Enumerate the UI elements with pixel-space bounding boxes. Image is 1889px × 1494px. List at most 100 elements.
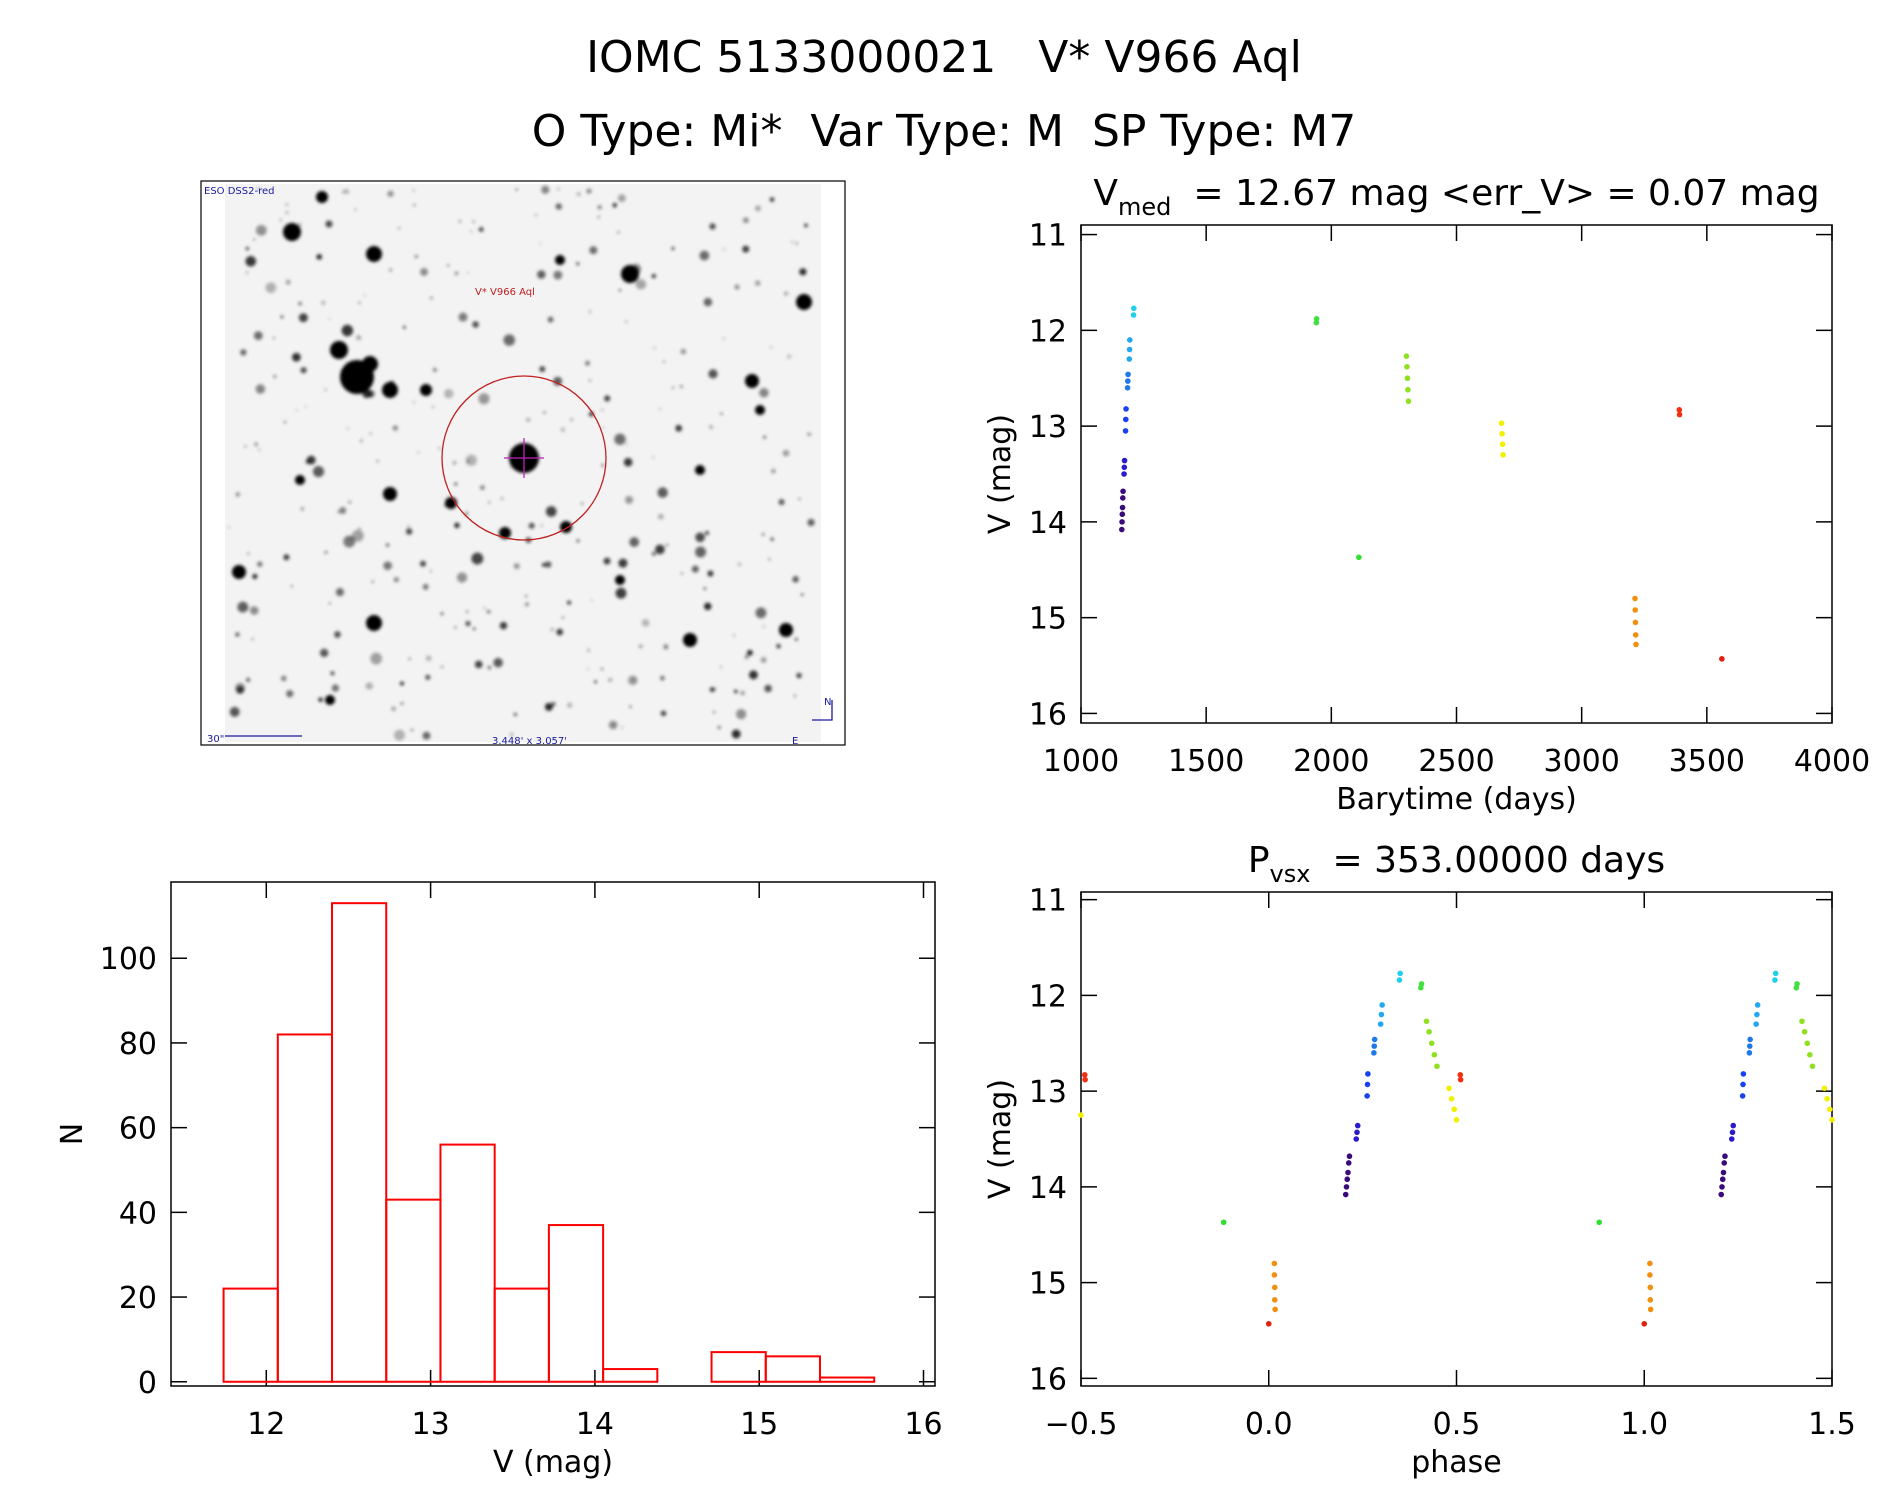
star — [566, 600, 572, 605]
data-point — [1354, 1129, 1360, 1136]
data-point — [1457, 1072, 1464, 1078]
star — [567, 702, 573, 708]
star — [800, 593, 804, 596]
star — [618, 289, 622, 292]
data-point — [1647, 1297, 1654, 1303]
star — [296, 409, 299, 412]
star — [804, 223, 808, 228]
star — [760, 657, 767, 663]
star — [621, 265, 639, 283]
star — [742, 217, 749, 224]
star — [732, 634, 736, 637]
star — [383, 561, 392, 570]
data-point — [1405, 398, 1412, 405]
star — [615, 575, 625, 585]
data-point — [1121, 471, 1127, 477]
star — [709, 687, 715, 693]
star — [744, 655, 749, 659]
star — [292, 352, 301, 362]
star — [561, 616, 564, 619]
star — [683, 633, 697, 647]
plot-frame — [170, 881, 936, 1387]
star — [252, 573, 258, 580]
star — [761, 533, 765, 536]
star — [493, 657, 503, 668]
star — [528, 522, 535, 529]
data-point — [1345, 1169, 1351, 1176]
star — [273, 375, 276, 378]
data-point — [1719, 656, 1725, 662]
star — [707, 570, 714, 577]
field-label: 3.448' x 3.057' — [492, 736, 567, 747]
star — [339, 507, 347, 515]
star — [324, 388, 327, 391]
data-point — [1729, 1129, 1736, 1136]
y-tick-label: 16 — [1029, 1362, 1067, 1397]
data-point — [1313, 316, 1320, 322]
star — [412, 188, 415, 192]
data-point — [1272, 1306, 1278, 1313]
data-point — [1356, 554, 1362, 561]
star — [438, 447, 441, 450]
plot-frame — [1080, 891, 1833, 1387]
star — [366, 615, 382, 631]
x-tick-label: 1.0 — [1620, 1407, 1668, 1442]
star — [422, 731, 431, 740]
data-point — [1730, 1122, 1737, 1129]
star — [680, 572, 683, 575]
star — [393, 577, 400, 583]
star — [755, 205, 761, 212]
data-point — [1371, 1050, 1377, 1056]
star — [454, 482, 458, 486]
star — [623, 457, 633, 467]
data-point — [1342, 1191, 1349, 1198]
star — [417, 451, 420, 454]
data-point — [1747, 1036, 1753, 1043]
data-point — [1396, 977, 1403, 983]
star — [478, 226, 484, 232]
star — [253, 238, 256, 241]
star — [709, 425, 713, 429]
star — [420, 267, 428, 276]
star — [298, 313, 308, 323]
data-point — [1418, 981, 1425, 987]
star — [525, 595, 528, 598]
star — [265, 282, 277, 294]
data-point — [1721, 1160, 1728, 1166]
star — [742, 245, 750, 253]
star — [755, 607, 767, 619]
star — [452, 461, 457, 465]
star — [629, 537, 640, 547]
data-point — [1371, 1043, 1378, 1049]
data-point — [1676, 411, 1683, 418]
star — [594, 680, 597, 684]
star — [255, 384, 266, 394]
data-point — [1271, 1284, 1278, 1291]
star — [285, 203, 288, 206]
star — [807, 518, 815, 527]
star — [244, 445, 247, 448]
star — [328, 317, 331, 321]
star — [553, 270, 563, 280]
star — [641, 618, 650, 627]
star — [608, 678, 613, 682]
star — [695, 532, 705, 543]
star — [472, 627, 476, 631]
star — [740, 690, 745, 696]
star — [614, 433, 626, 445]
histogram-bar — [764, 1355, 821, 1383]
y-tick-label: 13 — [1029, 1075, 1067, 1110]
star — [794, 638, 798, 641]
star — [720, 412, 723, 415]
data-point — [1404, 375, 1411, 382]
star — [245, 247, 249, 251]
data-point — [1130, 312, 1137, 318]
star — [467, 271, 470, 274]
star — [319, 648, 329, 658]
star — [791, 241, 794, 244]
star — [796, 672, 802, 679]
data-point — [1824, 1095, 1830, 1102]
star — [795, 242, 798, 245]
data-point — [1123, 416, 1129, 423]
star — [280, 315, 284, 319]
